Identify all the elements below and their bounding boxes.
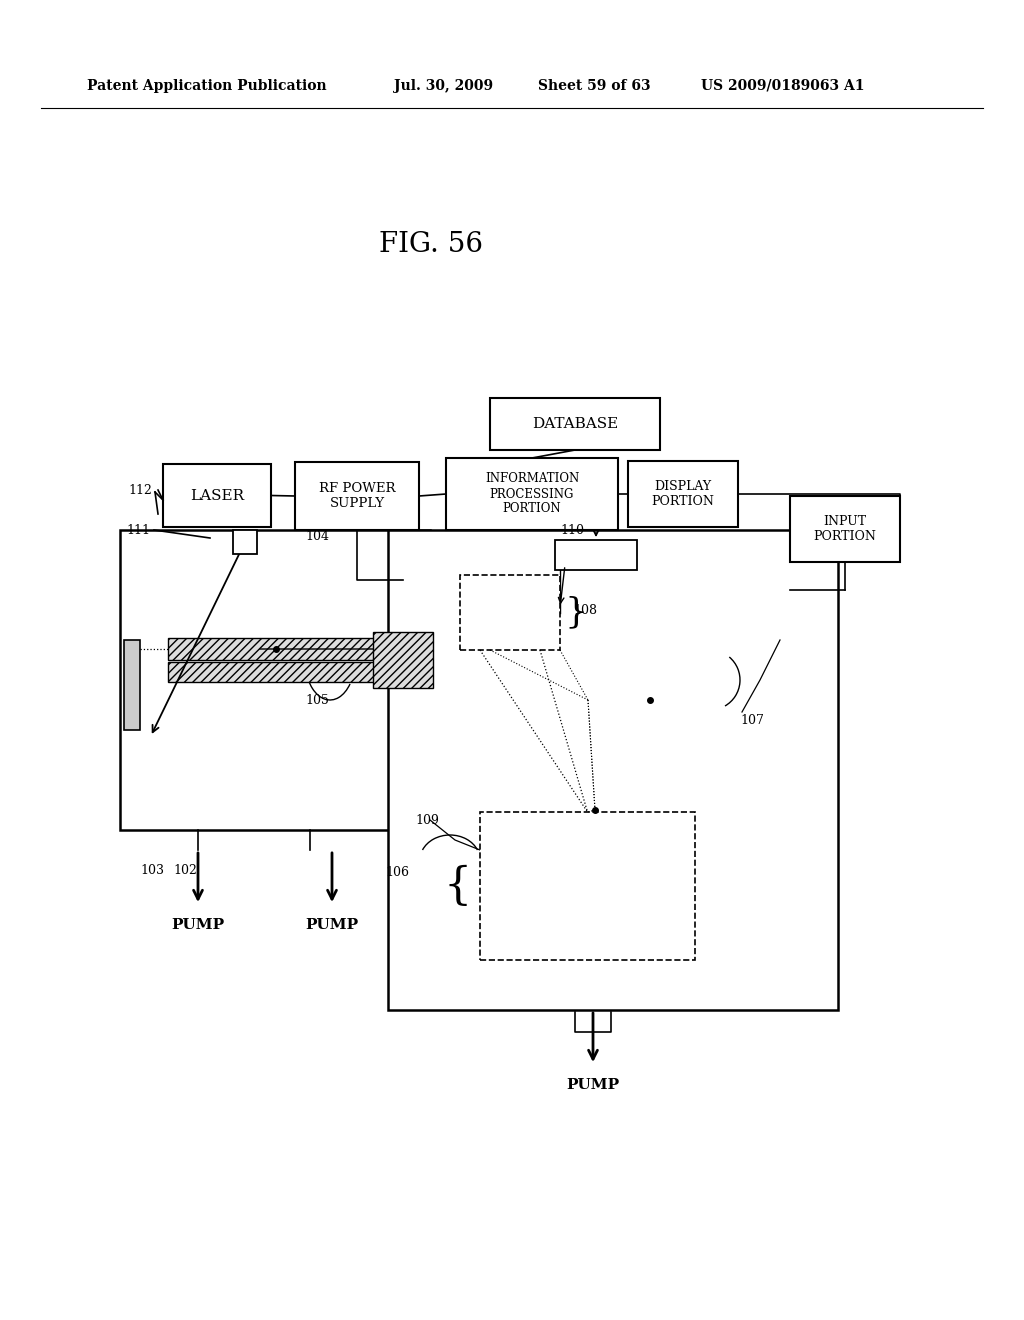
Text: 107: 107 bbox=[740, 714, 764, 726]
Bar bbox=[163, 465, 271, 527]
Text: US 2009/0189063 A1: US 2009/0189063 A1 bbox=[701, 79, 865, 92]
Text: LASER: LASER bbox=[189, 488, 244, 503]
Text: {: { bbox=[443, 865, 472, 908]
Bar bbox=[124, 640, 140, 730]
Text: }: } bbox=[564, 595, 587, 630]
Text: 109: 109 bbox=[415, 813, 439, 826]
Bar bbox=[233, 531, 257, 554]
Bar bbox=[555, 540, 637, 570]
Text: 108: 108 bbox=[573, 605, 597, 618]
Bar bbox=[628, 461, 738, 527]
Bar bbox=[490, 399, 660, 450]
Text: DISPLAY
PORTION: DISPLAY PORTION bbox=[651, 480, 715, 508]
Text: PUMP: PUMP bbox=[171, 917, 224, 932]
Text: Patent Application Publication: Patent Application Publication bbox=[87, 79, 327, 92]
Text: 103: 103 bbox=[140, 863, 164, 876]
Bar bbox=[168, 663, 383, 682]
Bar bbox=[388, 531, 838, 1010]
Text: RF POWER
SUPPLY: RF POWER SUPPLY bbox=[318, 482, 395, 510]
Text: 110: 110 bbox=[560, 524, 584, 536]
Bar bbox=[373, 632, 433, 688]
Text: DATABASE: DATABASE bbox=[531, 417, 618, 432]
Text: Sheet 59 of 63: Sheet 59 of 63 bbox=[538, 79, 650, 92]
Bar bbox=[168, 638, 383, 660]
Text: 112: 112 bbox=[128, 483, 152, 496]
Text: INFORMATION
PROCESSING
PORTION: INFORMATION PROCESSING PORTION bbox=[485, 473, 580, 516]
Text: 111: 111 bbox=[126, 524, 150, 536]
Text: PUMP: PUMP bbox=[566, 1078, 620, 1092]
Bar bbox=[295, 462, 419, 531]
Text: INPUT
PORTION: INPUT PORTION bbox=[813, 515, 877, 543]
Bar bbox=[480, 812, 695, 960]
Bar bbox=[446, 458, 618, 531]
Bar bbox=[790, 496, 900, 562]
Text: PUMP: PUMP bbox=[305, 917, 358, 932]
Text: 105: 105 bbox=[305, 693, 329, 706]
Text: Jul. 30, 2009: Jul. 30, 2009 bbox=[394, 79, 494, 92]
Bar bbox=[120, 531, 430, 830]
Text: FIG. 56: FIG. 56 bbox=[379, 231, 483, 257]
Text: 106: 106 bbox=[385, 866, 409, 879]
Text: 104: 104 bbox=[305, 529, 329, 543]
Bar bbox=[460, 576, 560, 649]
Text: 102: 102 bbox=[173, 863, 197, 876]
